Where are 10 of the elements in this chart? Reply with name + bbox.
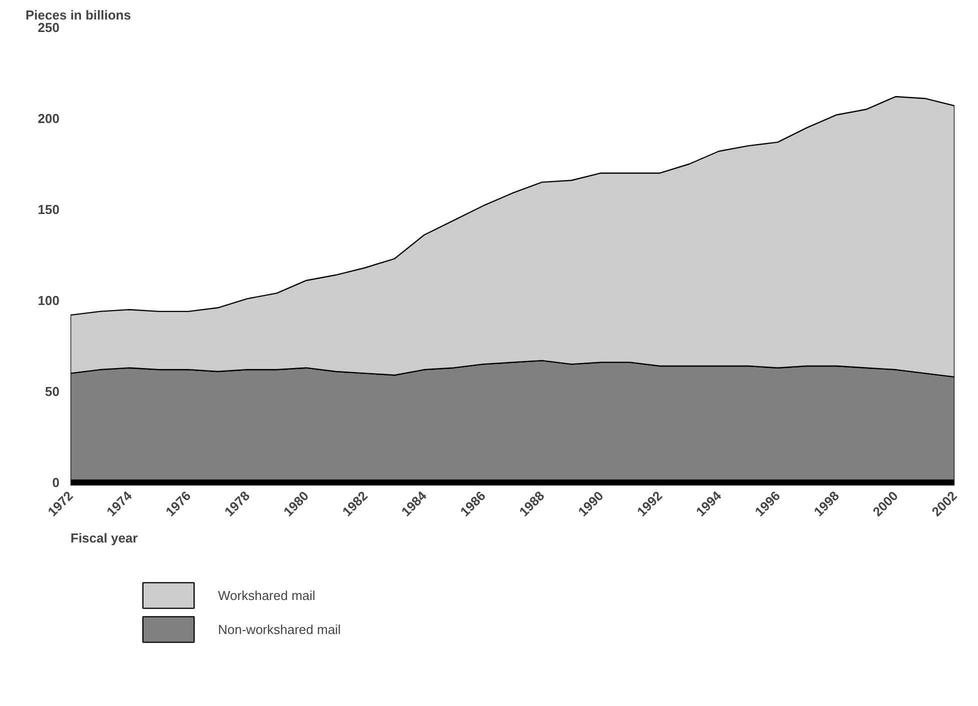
- y-axis-title: Pieces in billions: [26, 8, 131, 22]
- y-tick-label: 250: [38, 20, 60, 35]
- y-tick-label: 50: [45, 384, 60, 399]
- y-tick-label: 0: [52, 475, 60, 490]
- y-tick-label: 150: [38, 202, 60, 217]
- legend-label: Workshared mail: [218, 588, 316, 602]
- legend-label: Non-workshared mail: [218, 622, 341, 636]
- x-axis-title: Fiscal year: [70, 530, 138, 546]
- y-tick-label: 100: [38, 293, 60, 308]
- y-tick-label: 200: [38, 111, 60, 126]
